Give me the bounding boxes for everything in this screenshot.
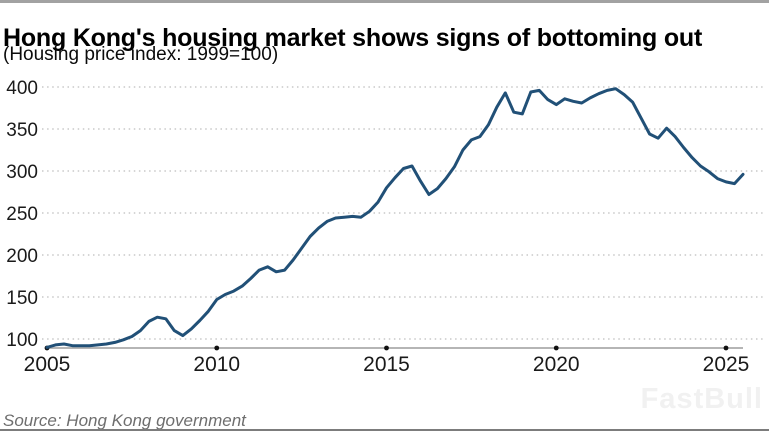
x-tick-label: 2010 [193, 353, 240, 376]
x-tick-dot [553, 345, 559, 351]
price-index-line [45, 87, 745, 349]
x-tick-label: 2015 [363, 353, 410, 376]
top-border-bar [0, 0, 769, 3]
x-tick-dot [214, 345, 220, 351]
x-tick-label: 2025 [703, 353, 750, 376]
chart-subtitle: (Housing price index: 1999=100) [3, 44, 279, 65]
x-tick-dot [384, 345, 389, 351]
source-text: Source: Hong Kong government [3, 411, 246, 430]
y-tick-label: 100 [6, 330, 38, 351]
x-tick-label: 2020 [533, 353, 580, 376]
y-tick-label: 300 [6, 162, 38, 183]
page-title: Hong Kong's housing market shows signs o… [3, 23, 703, 52]
bottom-border-bar [0, 429, 769, 431]
x-tick-dot [723, 345, 729, 351]
watermark-logo: FastBull [640, 383, 763, 415]
y-tick-label: 350 [6, 120, 38, 141]
y-tick-label: 250 [6, 204, 38, 225]
y-tick-label: 150 [6, 288, 38, 309]
y-tick-label: 200 [6, 246, 38, 267]
x-tick-label: 2005 [24, 353, 71, 376]
y-tick-label: 400 [6, 78, 38, 99]
